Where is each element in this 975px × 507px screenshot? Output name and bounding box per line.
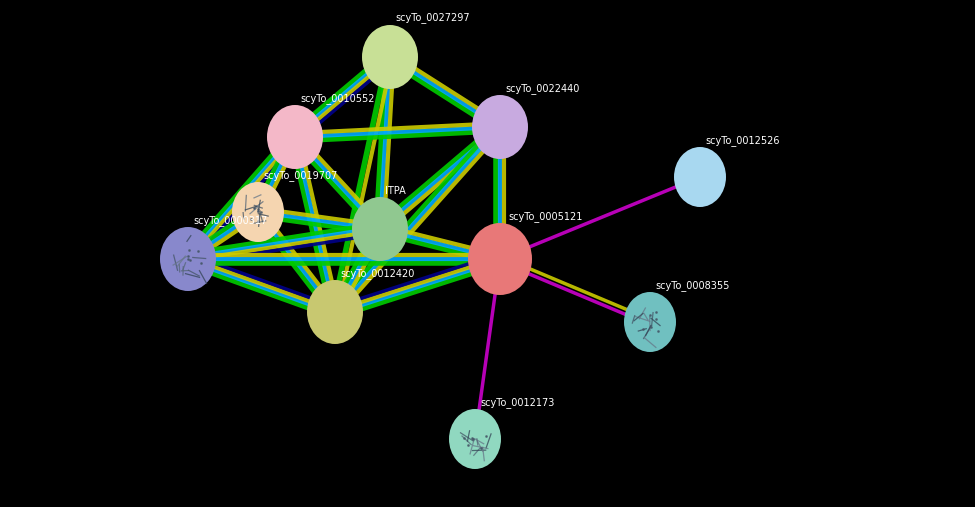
Text: scyTo_0010552: scyTo_0010552 [300, 93, 374, 104]
Text: scyTo_0012526: scyTo_0012526 [705, 135, 779, 146]
Ellipse shape [352, 197, 408, 261]
Ellipse shape [674, 147, 726, 207]
Ellipse shape [624, 292, 676, 352]
Text: scyTo_0022440: scyTo_0022440 [505, 83, 579, 94]
Text: scyTo_0000317: scyTo_0000317 [193, 215, 267, 226]
Ellipse shape [449, 409, 501, 469]
Ellipse shape [307, 280, 363, 344]
Ellipse shape [362, 25, 418, 89]
Text: scyTo_0012420: scyTo_0012420 [340, 268, 414, 279]
Ellipse shape [267, 105, 323, 169]
Ellipse shape [160, 227, 216, 291]
Text: scyTo_0008355: scyTo_0008355 [655, 280, 729, 291]
Ellipse shape [468, 223, 532, 295]
Text: scyTo_0027297: scyTo_0027297 [395, 12, 470, 23]
Text: ITPA: ITPA [385, 186, 406, 196]
Text: scyTo_0012173: scyTo_0012173 [480, 397, 555, 408]
Text: scyTo_0005121: scyTo_0005121 [508, 211, 582, 222]
Text: scyTo_0019707: scyTo_0019707 [263, 170, 337, 181]
Ellipse shape [232, 182, 284, 242]
Ellipse shape [472, 95, 528, 159]
